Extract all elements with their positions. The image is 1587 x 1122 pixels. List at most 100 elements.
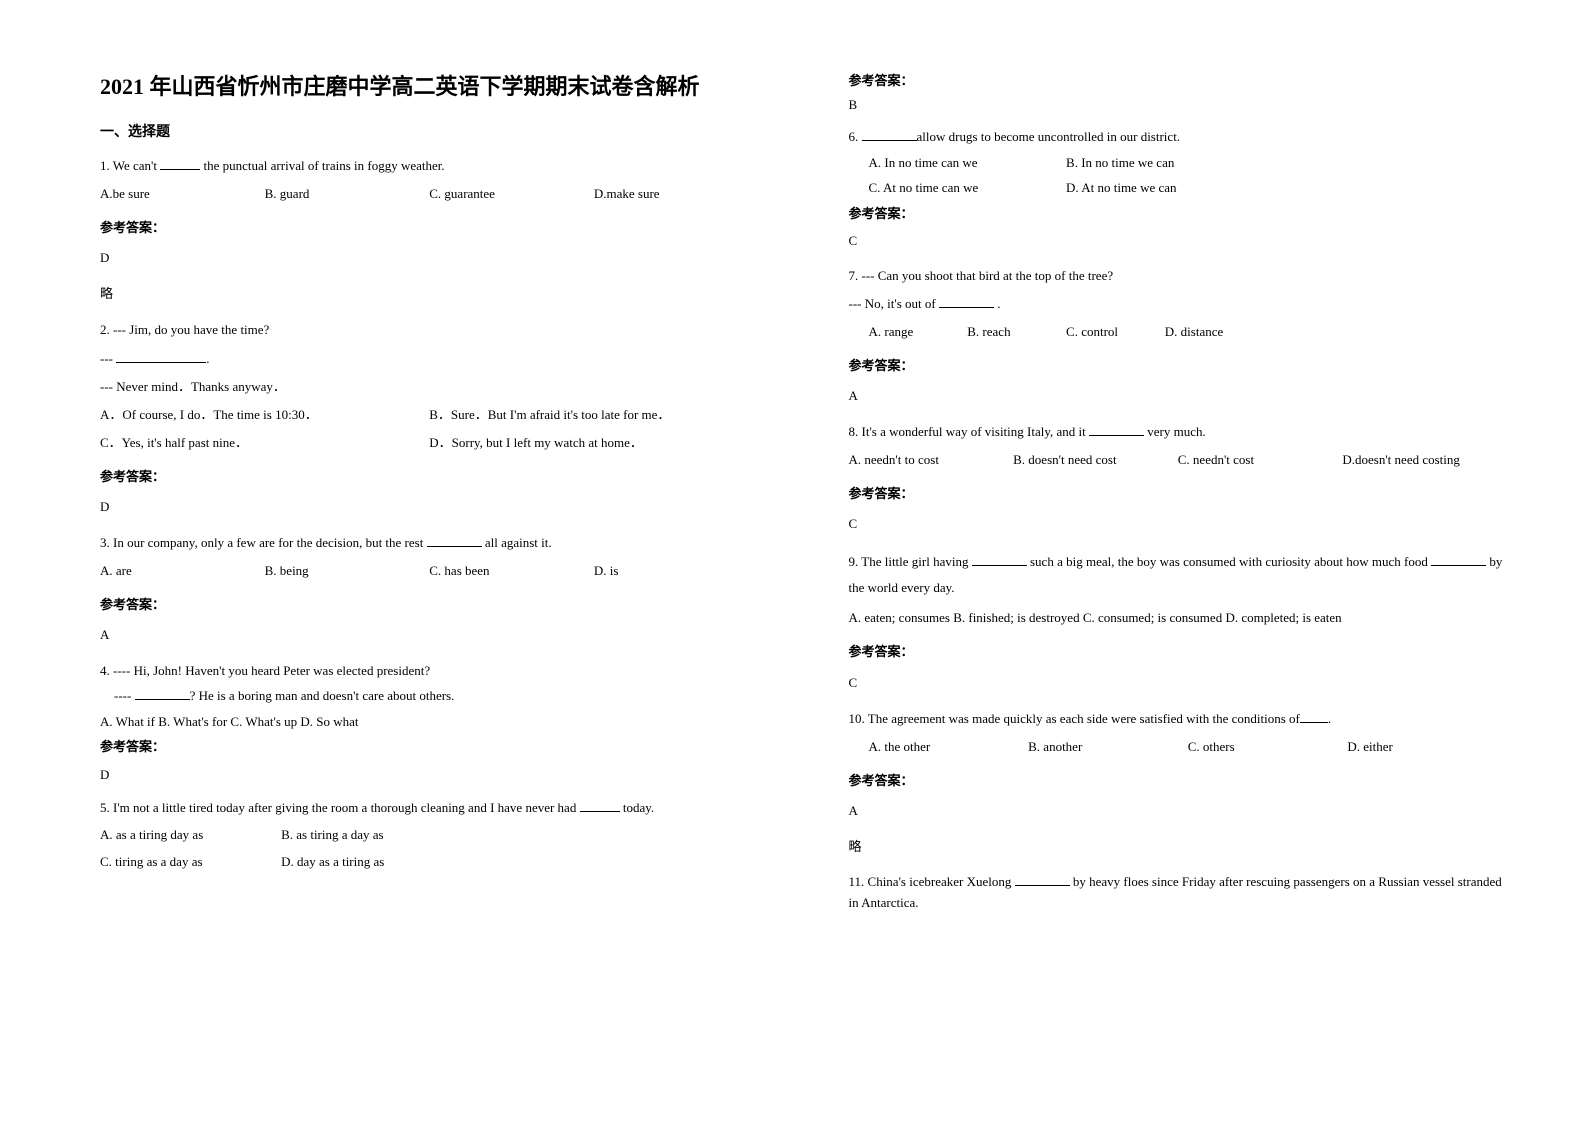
q2-options-row2: C．Yes, it's half past nine． D．Sorry, but… xyxy=(100,432,759,454)
q8-answer: C xyxy=(849,513,1508,535)
question-10: 10. The agreement was made quickly as ea… xyxy=(849,708,1508,858)
q2-line2b: . xyxy=(206,351,209,366)
q2-line2a: --- xyxy=(100,351,116,366)
q5-answer-label: 参考答案： xyxy=(849,70,1508,89)
q1-stem-b: the punctual arrival of trains in foggy … xyxy=(200,158,444,173)
q3-optC: C. has been xyxy=(429,560,594,582)
q10-stem-a: 10. The agreement was made quickly as ea… xyxy=(849,711,1300,726)
q4-line2b: ? He is a boring man and doesn't care ab… xyxy=(190,688,455,703)
blank xyxy=(160,158,200,170)
q5-optA: A. as a tiring day as xyxy=(100,825,281,846)
q6-stem: 6. allow drugs to become uncontrolled in… xyxy=(849,127,1508,147)
q8-answer-label: 参考答案： xyxy=(849,483,1508,505)
blank xyxy=(116,351,206,363)
q9-options: A. eaten; consumes B. finished; is destr… xyxy=(849,607,1508,629)
q6-stem-b: allow drugs to become uncontrolled in ou… xyxy=(917,129,1181,144)
q3-optD: D. is xyxy=(594,560,759,582)
blank xyxy=(580,800,620,812)
q10-stem-b: . xyxy=(1328,711,1331,726)
q6-stem-a: 6. xyxy=(849,129,862,144)
blank xyxy=(972,554,1027,566)
q8-options: A. needn't to cost B. doesn't need cost … xyxy=(849,449,1508,471)
q1-options: A.be sure B. guard C. guarantee D.make s… xyxy=(100,183,759,205)
q1-optD: D.make sure xyxy=(594,183,759,205)
blank xyxy=(939,296,994,308)
left-column: 2021 年山西省忻州市庄磨中学高二英语下学期期末试卷含解析 一、选择题 1. … xyxy=(100,70,819,928)
blank xyxy=(1089,424,1144,436)
q7-optC: C. control xyxy=(1066,321,1165,343)
q10-options: A. the other B. another C. others D. eit… xyxy=(869,736,1508,758)
q4-options: A. What if B. What's for C. What's up D.… xyxy=(100,712,759,732)
q10-answer-label: 参考答案： xyxy=(849,770,1508,792)
blank xyxy=(1300,711,1328,723)
q11-stem-a: 11. China's icebreaker Xuelong xyxy=(849,874,1015,889)
q2-options-row1: A．Of course, I do．The time is 10:30． B．S… xyxy=(100,404,759,426)
page: 2021 年山西省忻州市庄磨中学高二英语下学期期末试卷含解析 一、选择题 1. … xyxy=(0,0,1587,968)
q4-line2: ---- ? He is a boring man and doesn't ca… xyxy=(114,686,759,706)
q3-answer-label: 参考答案： xyxy=(100,594,759,616)
question-11: 11. China's icebreaker Xuelong by heavy … xyxy=(849,872,1508,914)
question-3: 3. In our company, only a few are for th… xyxy=(100,532,759,646)
q5-optC: C. tiring as a day as xyxy=(100,852,281,873)
q1-omit: 略 xyxy=(100,283,759,305)
q8-optC: C. needn't cost xyxy=(1178,449,1343,471)
q4-answer: D xyxy=(100,765,759,785)
q7-optA: A. range xyxy=(869,321,968,343)
q6-optB: B. In no time we can xyxy=(1066,153,1264,173)
question-2: 2. --- Jim, do you have the time? --- . … xyxy=(100,319,759,518)
q3-stem-a: 3. In our company, only a few are for th… xyxy=(100,535,427,550)
q1-optC: C. guarantee xyxy=(429,183,594,205)
q2-answer-label: 参考答案： xyxy=(100,466,759,488)
q10-stem: 10. The agreement was made quickly as ea… xyxy=(849,708,1508,730)
q4-line2a: ---- xyxy=(114,688,135,703)
q5-stem-b: today. xyxy=(620,800,655,815)
q3-optA: A. are xyxy=(100,560,265,582)
q5-answer: B xyxy=(849,97,1508,113)
q9-stem-b: such a big meal, the boy was consumed wi… xyxy=(1027,554,1431,569)
question-6: 6. allow drugs to become uncontrolled in… xyxy=(849,127,1508,251)
q6-options-row2: C. At no time can we D. At no time we ca… xyxy=(869,178,1264,198)
q8-optB: B. doesn't need cost xyxy=(1013,449,1178,471)
q7-answer: A xyxy=(849,385,1508,407)
q9-answer: C xyxy=(849,672,1508,694)
q3-stem: 3. In our company, only a few are for th… xyxy=(100,532,759,554)
q1-answer: D xyxy=(100,247,759,269)
blank xyxy=(1431,554,1486,566)
q7-line2a: --- No, it's out of xyxy=(849,296,939,311)
q9-stem: 9. The little girl having such a big mea… xyxy=(849,549,1508,601)
q6-optA: A. In no time can we xyxy=(869,153,1067,173)
q8-stem: 8. It's a wonderful way of visiting Ital… xyxy=(849,421,1508,443)
q6-answer: C xyxy=(849,231,1508,251)
q5-options-row2: C. tiring as a day as D. day as a tiring… xyxy=(100,852,462,873)
q5-options-row1: A. as a tiring day as B. as tiring a day… xyxy=(100,825,462,846)
section-header: 一、选择题 xyxy=(100,121,759,141)
question-8: 8. It's a wonderful way of visiting Ital… xyxy=(849,421,1508,535)
q3-stem-b: all against it. xyxy=(482,535,552,550)
q8-stem-a: 8. It's a wonderful way of visiting Ital… xyxy=(849,424,1090,439)
q5-optB: B. as tiring a day as xyxy=(281,825,462,846)
q5-optD: D. day as a tiring as xyxy=(281,852,462,873)
q2-optA: A．Of course, I do．The time is 10:30． xyxy=(100,404,429,426)
q10-optC: C. others xyxy=(1188,736,1348,758)
q2-line2: --- . xyxy=(100,348,759,370)
blank xyxy=(427,535,482,547)
question-9: 9. The little girl having such a big mea… xyxy=(849,549,1508,693)
q7-optB: B. reach xyxy=(967,321,1066,343)
question-5: 5. I'm not a little tired today after gi… xyxy=(100,798,759,872)
question-4: 4. ---- Hi, John! Haven't you heard Pete… xyxy=(100,661,759,785)
q1-optB: B. guard xyxy=(265,183,430,205)
question-1: 1. We can't the punctual arrival of trai… xyxy=(100,155,759,305)
q7-answer-label: 参考答案： xyxy=(849,355,1508,377)
q2-optC: C．Yes, it's half past nine． xyxy=(100,432,429,454)
q10-optA: A. the other xyxy=(869,736,1029,758)
blank xyxy=(135,688,190,700)
q10-optB: B. another xyxy=(1028,736,1188,758)
q3-answer: A xyxy=(100,624,759,646)
q10-omit: 略 xyxy=(849,836,1508,858)
q9-stem-a: 9. The little girl having xyxy=(849,554,972,569)
q10-answer: A xyxy=(849,800,1508,822)
q6-answer-label: 参考答案： xyxy=(849,204,1508,224)
q4-line1: 4. ---- Hi, John! Haven't you heard Pete… xyxy=(100,661,759,681)
q1-stem-a: 1. We can't xyxy=(100,158,160,173)
q2-line3: --- Never mind．Thanks anyway． xyxy=(100,376,759,398)
